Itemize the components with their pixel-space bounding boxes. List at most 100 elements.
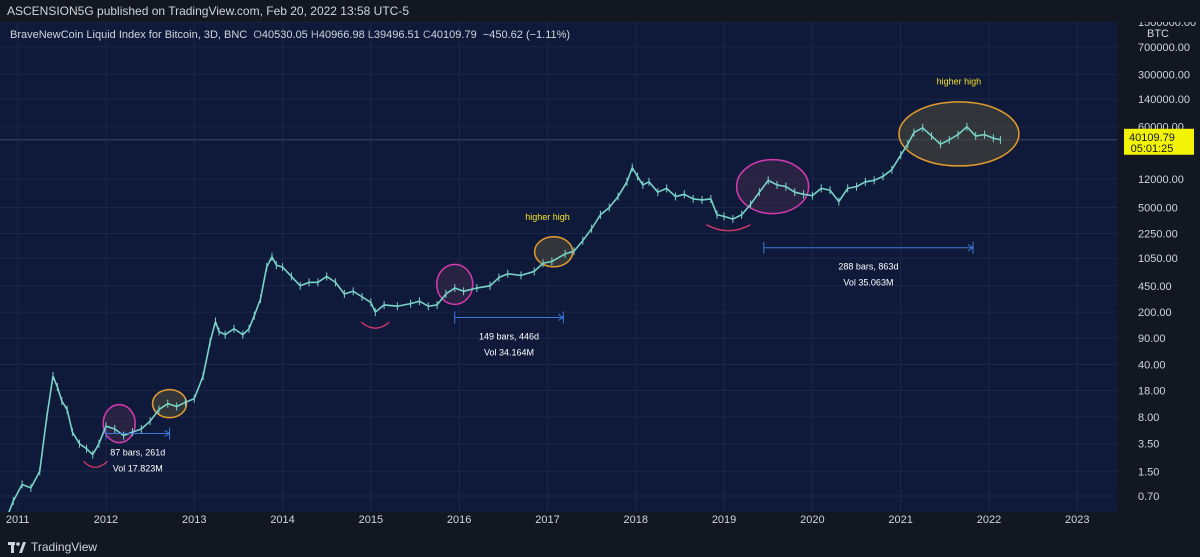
measure-arrow	[164, 430, 171, 437]
price-segment	[397, 302, 411, 308]
publish-info: ASCENSION5G published on TradingView.com…	[7, 4, 409, 18]
open-value: 40530.05	[261, 29, 308, 41]
price-segment	[966, 126, 977, 137]
price-segment	[693, 198, 703, 201]
brand-name: TradingView	[31, 540, 98, 554]
annotation-layer: 87 bars, 261d Vol 17.823M 149 bars, 446d Vo…	[105, 76, 982, 473]
price-segment	[224, 328, 235, 336]
price-segment	[608, 196, 619, 208]
y-tick-label: 1050.00	[1138, 253, 1178, 265]
price-axis-background	[1117, 22, 1200, 537]
price-segment	[701, 198, 711, 201]
low-label: L	[367, 29, 374, 41]
price-segment	[149, 409, 160, 422]
price-segment	[520, 270, 535, 277]
price-segment	[92, 443, 100, 456]
price-segment	[891, 154, 902, 171]
price-segment	[193, 375, 204, 399]
time-axis[interactable]: 2011 2012 2013 2014 2015 2016 2017 2018 2019 2020…	[0, 512, 1200, 537]
price-segment	[202, 341, 211, 377]
last-price-badge	[1124, 128, 1194, 155]
price-segment	[984, 133, 994, 140]
measure-bars-label: 87 bars, 261d	[110, 447, 165, 457]
orange-ellipse-outline-2021	[898, 101, 1020, 167]
price-segment	[334, 281, 346, 295]
change-value: −450.62 (−1.11%)	[482, 29, 571, 41]
price-segment	[167, 402, 177, 408]
price-segment	[907, 132, 915, 145]
price-segment	[214, 321, 220, 332]
measure-arrow	[558, 314, 565, 321]
x-tick-label: 2022	[977, 514, 1001, 526]
price-segment	[352, 290, 363, 298]
price-segment	[384, 304, 398, 308]
price-segment	[454, 287, 464, 293]
x-tick-label: 2018	[624, 514, 648, 526]
measure-volume-label: Vol 35.063M	[843, 278, 893, 288]
price-segment	[957, 126, 968, 136]
price-segment	[551, 253, 566, 263]
price-segment	[344, 290, 354, 295]
price-segment	[785, 185, 796, 193]
chart-area[interactable]: 87 bars, 261d Vol 17.823M 149 bars, 446d Vo…	[0, 22, 1200, 537]
price-segment	[158, 402, 169, 411]
price-segment	[642, 181, 650, 186]
currency-label: BTC	[1147, 28, 1169, 40]
price-segment	[445, 287, 456, 295]
price-segment	[317, 275, 328, 284]
y-tick-label: 2250.00	[1138, 228, 1178, 240]
measure-volume-label: Vol 34.164M	[484, 347, 534, 357]
chart-canvas[interactable]: 87 bars, 261d Vol 17.823M 149 bars, 446d Vo…	[0, 22, 1200, 537]
y-tick-label: 5000.00	[1138, 202, 1178, 214]
x-tick-label: 2016	[447, 514, 471, 526]
magenta-ellipse-outline-2012	[102, 403, 136, 444]
price-segment	[233, 328, 244, 336]
price-segment	[648, 181, 659, 193]
higher-high-label: higher high	[525, 212, 570, 222]
x-tick-label: 2023	[1065, 514, 1089, 526]
price-segment	[209, 321, 217, 343]
price-segment	[79, 443, 87, 450]
price-segment	[46, 375, 54, 417]
symbol-legend: BraveNewCoin Liquid Index for Bitcoin, 3…	[10, 29, 570, 41]
y-tick-label: 700000.00	[1138, 42, 1190, 54]
price-segment	[265, 256, 273, 268]
close-value: 40109.79	[430, 29, 477, 41]
price-segment	[114, 428, 125, 437]
price-segment	[617, 181, 628, 197]
price-segment	[899, 143, 909, 156]
last-price-value: 40109.79	[1129, 132, 1175, 144]
price-segment	[975, 133, 985, 137]
tradingview-logo[interactable]: TradingView	[8, 537, 97, 557]
x-tick-label: 2014	[270, 514, 294, 526]
price-segment	[741, 203, 752, 216]
y-tick-label: 8.00	[1138, 412, 1159, 424]
price-segment	[176, 401, 186, 408]
price-segment	[683, 193, 694, 200]
price-segment	[865, 179, 875, 183]
price-segment	[882, 169, 893, 178]
price-segment	[242, 328, 250, 336]
magenta-ellipse-outline-2016	[435, 263, 474, 306]
y-tick-label: 40.00	[1138, 359, 1166, 371]
footer-bar: TradingView	[0, 537, 1200, 557]
price-segment	[463, 287, 478, 293]
x-tick-label: 2013	[182, 514, 206, 526]
price-segment	[12, 484, 23, 502]
publish-header: ASCENSION5G published on TradingView.com…	[0, 0, 1200, 22]
x-tick-label: 2012	[94, 514, 118, 526]
y-tick-label: 18.00	[1138, 385, 1166, 397]
price-segment	[253, 298, 262, 316]
bottom-arc-2011	[82, 460, 108, 468]
x-tick-label: 2019	[712, 514, 736, 526]
price-segment	[38, 416, 48, 472]
higher-high-label: higher high	[937, 76, 982, 86]
price-segment	[675, 193, 685, 198]
price-segment	[931, 135, 941, 145]
bottom-arc-2015	[360, 321, 390, 329]
measure-bars-label: 149 bars, 446d	[479, 331, 539, 341]
orange-ellipse-outline-2012	[151, 388, 188, 419]
price-segment	[542, 260, 553, 265]
price-segment	[85, 448, 94, 456]
